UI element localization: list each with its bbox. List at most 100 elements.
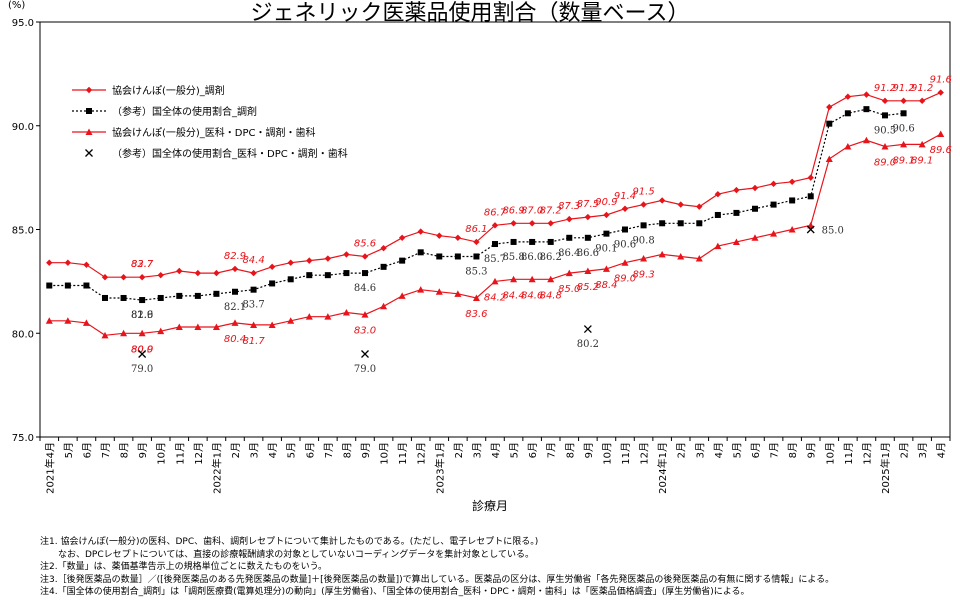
x-tick-label: 9月: [360, 442, 372, 458]
data-point: [231, 319, 239, 326]
data-point: [343, 251, 350, 258]
data-label: 85.6: [354, 238, 376, 249]
data-point: [937, 130, 945, 138]
y-tick-label: 95.0: [12, 18, 34, 29]
data-point: [881, 97, 889, 105]
data-label: 87.2: [540, 205, 562, 216]
data-point: [86, 108, 92, 114]
data-label: 85.0: [558, 284, 580, 295]
data-point: [101, 331, 109, 339]
data-point: [807, 174, 814, 181]
data-label: 86.0: [521, 252, 543, 263]
data-point: [603, 230, 610, 237]
data-point: [528, 275, 536, 283]
data-point: [324, 313, 332, 320]
data-point: [900, 97, 907, 105]
x-tick-label: 12月: [416, 442, 428, 465]
data-point: [806, 225, 815, 234]
data-point: [85, 149, 93, 157]
series-layer: 82.7 82.9 83.7 84.4 85.6 86.1 86.786.987.087.2…: [45, 75, 952, 376]
data-label: 81.6: [131, 310, 153, 321]
data-label: 85.2: [577, 282, 599, 293]
data-label: 81.7: [242, 336, 265, 347]
data-point: [789, 197, 796, 204]
data-label: 91.2: [911, 83, 933, 94]
data-point: [120, 274, 127, 281]
data-point: [751, 234, 759, 241]
data-point: [232, 288, 238, 295]
data-point: [417, 286, 425, 293]
data-point: [436, 253, 443, 260]
data-label: 84.2: [484, 292, 506, 303]
x-tick-label: 2月: [899, 442, 911, 458]
data-point: [231, 265, 239, 273]
x-tick-label: 2024年1月: [656, 442, 669, 494]
data-point: [83, 282, 90, 289]
data-point: [603, 211, 610, 219]
data-point: [361, 350, 369, 358]
data-point: [491, 222, 499, 229]
data-point: [380, 263, 387, 270]
x-tick-label: 7月: [546, 442, 558, 458]
data-point: [566, 215, 573, 223]
data-point: [361, 311, 369, 318]
plot-border: [39, 21, 951, 438]
data-point: [454, 290, 462, 297]
data-point: [547, 220, 554, 227]
data-point: [510, 220, 517, 227]
data-point: [268, 263, 276, 271]
data-label: 86.2: [540, 252, 562, 263]
data-point: [85, 86, 93, 94]
data-point: [287, 259, 294, 266]
legend-label: 協会けんぽ(一般分)_調剤: [112, 84, 225, 97]
data-point: [250, 269, 257, 277]
data-label: 86.6: [577, 248, 599, 259]
data-point: [305, 313, 313, 320]
x-tick-label: 8月: [787, 442, 799, 458]
x-tick-label: 11月: [174, 442, 186, 465]
data-point: [175, 323, 183, 331]
y-tick-label: 90.0: [12, 122, 34, 133]
data-point: [473, 253, 480, 260]
data-point: [306, 272, 313, 279]
x-tick-label: 7月: [100, 442, 112, 458]
x-tick-label: 12月: [861, 442, 873, 465]
x-tick-label: 8月: [341, 442, 353, 458]
data-point: [212, 323, 220, 331]
data-point: [584, 267, 592, 274]
data-point: [770, 201, 777, 208]
data-label: 80.0: [131, 344, 153, 355]
data-point: [658, 250, 666, 258]
x-tick-label: 12月: [193, 442, 205, 465]
data-label: 91.6: [930, 75, 952, 86]
data-point: [584, 213, 592, 221]
legend: 協会けんぽ(一般分)_調剤 （参考）国全体の使用割合_調剤協会けんぽ(一般分)_医…: [72, 84, 348, 160]
data-point: [435, 288, 443, 295]
data-point: [194, 323, 202, 331]
data-label: 82.7: [131, 259, 154, 270]
data-label: 87.0: [521, 205, 543, 216]
data-label: 85.7: [484, 254, 506, 265]
data-point: [472, 294, 480, 301]
x-tick-label: 2025年1月: [879, 442, 892, 494]
data-point: [696, 220, 703, 227]
series-4: 79.0 79.0 80.2 85.0: [131, 226, 844, 376]
data-point: [510, 238, 517, 245]
x-tick-label: 6月: [750, 442, 762, 458]
data-point: [826, 103, 833, 111]
data-label: 90.6: [614, 240, 636, 251]
data-label: 90.1: [595, 244, 617, 255]
x-tick-label: 9月: [806, 442, 818, 458]
data-point: [194, 292, 201, 299]
data-point: [622, 226, 628, 233]
x-tick-label: 5月: [731, 442, 743, 458]
footnote: なお、DPCレセプトについては、直接の診療報酬請求の対象としていないコーディング…: [40, 549, 535, 560]
x-tick-label: 4月: [267, 442, 279, 458]
legend-label: 協会けんぽ(一般分)_医科・DPC・調剤・歯科: [112, 126, 316, 139]
data-label: 89.6: [930, 145, 952, 156]
data-label: 90.9: [595, 197, 617, 208]
data-point: [82, 319, 90, 326]
data-label: 82.1: [224, 302, 246, 313]
data-label: 91.2: [892, 83, 914, 94]
data-point: [844, 93, 852, 100]
